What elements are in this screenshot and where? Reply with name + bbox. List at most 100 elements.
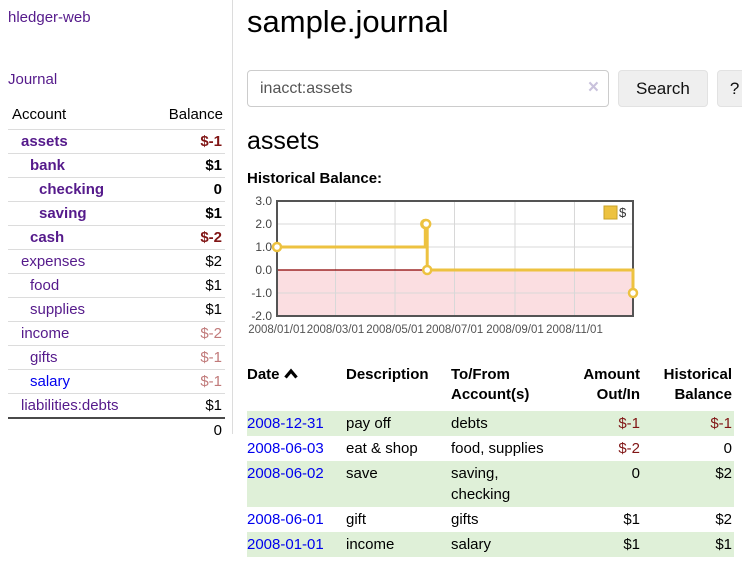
register-table: Date Description To/From Account(s) Amou… [247, 362, 734, 557]
account-balance: 0 [213, 181, 222, 198]
data-point-marker [271, 241, 283, 253]
register-table-body: 2008-12-31 pay off debts $-1 $-1 2008-06-03 ea… [247, 411, 734, 557]
account-name-cell: income [8, 322, 148, 346]
account-balance: $-1 [200, 349, 222, 366]
accounts-column-header: To/From Account(s) [451, 366, 530, 403]
account-link[interactable]: saving [39, 205, 87, 222]
data-point-marker [421, 264, 433, 276]
transaction-balance-cell: $1 [715, 536, 732, 553]
account-total-value: 0 [148, 417, 225, 442]
y-axis-tick-label: 1.0 [255, 240, 272, 254]
register-row: 2008-06-03 eat & shop food, supplies $-2 0 [247, 436, 734, 461]
account-row: supplies $1 [8, 297, 225, 322]
sidebar: hledger-web Journal Account Balance asse… [0, 0, 233, 442]
transaction-accounts-cell: saving, checking [451, 465, 511, 503]
account-name-cell: supplies [8, 298, 148, 322]
x-axis-tick-label: 2008/03/01 [307, 324, 365, 336]
transaction-date-link[interactable]: 2008-06-01 [247, 511, 324, 528]
account-link[interactable]: liabilities:debts [21, 397, 119, 414]
account-row: salary $-1 [8, 369, 225, 394]
y-axis-tick-label: 2.0 [255, 217, 272, 231]
account-name-cell: cash [8, 226, 148, 250]
account-row: cash $-2 [8, 225, 225, 250]
account-balance: $-2 [200, 325, 222, 342]
account-link[interactable]: food [30, 277, 60, 294]
account-link[interactable]: gifts [30, 349, 58, 366]
description-column-header: Description [346, 366, 429, 383]
account-name-cell: salary [8, 370, 148, 394]
transaction-balance-cell: $-1 [710, 415, 732, 432]
data-point-marker [627, 287, 639, 299]
search-button[interactable]: Search [618, 70, 708, 107]
transaction-amount-cell: $-1 [618, 415, 640, 432]
transaction-accounts-cell: food, supplies [451, 440, 544, 457]
data-point-marker [420, 218, 432, 230]
account-name-cell: checking [8, 178, 148, 202]
transaction-date-link[interactable]: 2008-12-31 [247, 415, 324, 432]
sort-ascending-icon [283, 368, 298, 379]
app-title-link[interactable]: hledger-web [8, 9, 91, 26]
search-input[interactable] [247, 70, 609, 107]
account-name-cell: assets [8, 130, 148, 154]
register-row: 2008-06-01 gift gifts $1 $2 [247, 507, 734, 532]
transaction-amount-cell: $1 [623, 511, 640, 528]
account-link[interactable]: cash [30, 229, 65, 246]
account-row: liabilities:debts $1 [8, 393, 225, 419]
account-row: saving $1 [8, 201, 225, 226]
transaction-date-link[interactable]: 2008-01-01 [247, 536, 324, 553]
plot-border [276, 200, 634, 317]
register-header-row: Date Description To/From Account(s) Amou… [247, 362, 734, 411]
account-link[interactable]: checking [39, 181, 105, 198]
date-column-header[interactable]: Date [247, 362, 346, 411]
transaction-date-cell: 2008-01-01 [247, 532, 346, 557]
account-balance: $-1 [200, 373, 222, 390]
chart-container: $3.0 2.0 1.0 0.0 -1.0 -2.0 2008/01/01 2008/03/0… [247, 196, 639, 338]
register-row: 2008-01-01 income salary $1 $1 [247, 532, 734, 557]
clear-search-icon[interactable]: × [587, 77, 599, 98]
transaction-date-cell: 2008-06-03 [247, 436, 346, 461]
account-row: income $-2 [8, 321, 225, 346]
account-balance: $1 [205, 205, 222, 222]
x-axis-tick-label: 2008/05/01 [366, 324, 424, 336]
account-row: food $1 [8, 273, 225, 298]
account-row: gifts $-1 [8, 345, 225, 370]
account-link[interactable]: bank [30, 157, 66, 174]
account-link[interactable]: expenses [21, 253, 86, 270]
account-link[interactable]: income [21, 325, 70, 342]
account-total-spacer [8, 417, 149, 442]
account-table-header-row: Account Balance [8, 103, 225, 130]
x-axis-tick-label: 2008/01/01 [248, 324, 306, 336]
account-balance-table: Account Balance assets $-1 bank $1 checking 0… [8, 103, 225, 442]
x-axis-tick-label: 2008/11/01 [546, 324, 603, 336]
transaction-date-cell: 2008-06-01 [247, 507, 346, 532]
account-balance: $2 [205, 253, 222, 270]
account-link[interactable]: assets [21, 133, 68, 150]
account-row: checking 0 [8, 177, 225, 202]
account-name-cell: saving [8, 202, 148, 226]
transaction-date-link[interactable]: 2008-06-02 [247, 465, 324, 482]
transaction-balance-cell: $2 [715, 511, 732, 528]
page-title: sample.journal [247, 4, 449, 39]
legend-swatch [603, 205, 618, 220]
x-axis-tick-label: 2008/09/01 [486, 324, 544, 336]
transaction-amount-cell: $1 [623, 536, 640, 553]
transaction-description-cell: income [346, 536, 395, 553]
account-link[interactable]: salary [30, 373, 71, 390]
account-balance: $1 [205, 157, 222, 174]
transaction-balance-cell: $2 [715, 465, 732, 482]
main-content: sample.journal × Search ? assets Histori… [233, 0, 742, 557]
account-row: bank $1 [8, 153, 225, 178]
balance-column-header2: Historical Balance [663, 366, 732, 403]
amount-column-header: Amount Out/In [583, 366, 640, 403]
y-axis-tick-label: 3.0 [255, 196, 272, 208]
transaction-description-cell: save [346, 465, 378, 482]
account-row: assets $-1 [8, 130, 225, 154]
transaction-date-cell: 2008-06-02 [247, 461, 346, 507]
account-link[interactable]: supplies [30, 301, 86, 318]
help-button[interactable]: ? [716, 70, 742, 107]
journal-link[interactable]: Journal [8, 71, 58, 88]
account-row: expenses $2 [8, 249, 225, 274]
legend-label: $ [619, 205, 627, 220]
transaction-date-link[interactable]: 2008-06-03 [247, 440, 324, 457]
